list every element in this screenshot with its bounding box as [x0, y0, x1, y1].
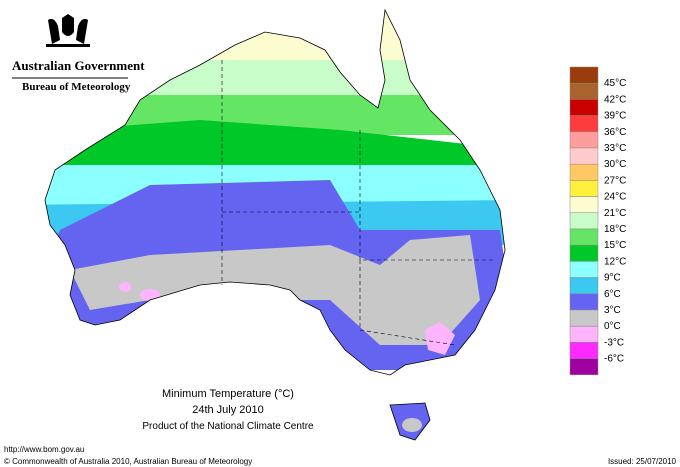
legend-swatch [569, 358, 599, 376]
legend-swatch [569, 115, 599, 133]
coastline [44, 8, 506, 441]
legend-label: 18°C [604, 224, 626, 235]
legend-label: 3°C [604, 305, 621, 316]
legend-swatch [569, 325, 599, 343]
legend-label: 21°C [604, 208, 626, 219]
legend-swatch [569, 277, 599, 295]
state-borders [221, 60, 495, 346]
legend-label: 42°C [604, 94, 626, 105]
legend-swatch [569, 99, 599, 116]
footer-url: http://www.bom.gov.au [4, 445, 84, 454]
legend-label: 12°C [604, 256, 626, 267]
legend-swatch [569, 342, 599, 359]
map-date: 24th July 2010 [192, 404, 264, 416]
footer-copyright: © Commonwealth of Australia 2010, Austra… [4, 457, 252, 466]
legend-label: 15°C [604, 240, 626, 251]
legend-swatch [569, 293, 599, 311]
legend-swatch [569, 82, 599, 100]
legend-swatch [569, 180, 599, 197]
legend-label: 9°C [604, 273, 621, 284]
map-product: Product of the National Climate Centre [142, 421, 314, 432]
legend-label: -3°C [604, 337, 624, 348]
legend-swatch [569, 147, 599, 165]
header-subtitle: Bureau of Meteorology [22, 81, 131, 93]
legend-label: 6°C [604, 289, 621, 300]
legend-swatch [569, 309, 599, 327]
legend-swatch [569, 261, 599, 278]
legend-label: -6°C [604, 354, 624, 365]
legend-label: 33°C [604, 143, 626, 154]
legend-swatch [569, 228, 599, 246]
legend-swatch [569, 66, 599, 84]
legend-label: 39°C [604, 111, 626, 122]
legend-label: 0°C [604, 321, 621, 332]
legend-label: 24°C [604, 192, 626, 203]
header-title: Australian Government [12, 58, 145, 73]
legend-label: 27°C [604, 175, 626, 186]
legend-swatch [569, 131, 599, 149]
legend-swatch [569, 244, 599, 262]
legend: 45°C 42°C 39°C 36°C 33°C 30°C 27°C 24°C 21°C 18°C… [569, 66, 626, 376]
map-title: Minimum Temperature (°C) [162, 388, 294, 400]
legend-swatch [569, 163, 599, 181]
footer-issued: Issued: 25/07/2010 [608, 457, 677, 466]
legend-label: 45°C [604, 78, 626, 89]
crest [46, 14, 90, 47]
legend-swatch [569, 212, 599, 230]
map [45, 10, 505, 440]
legend-label: 36°C [604, 127, 626, 138]
legend-label: 30°C [604, 159, 626, 170]
legend-swatch [569, 196, 599, 214]
